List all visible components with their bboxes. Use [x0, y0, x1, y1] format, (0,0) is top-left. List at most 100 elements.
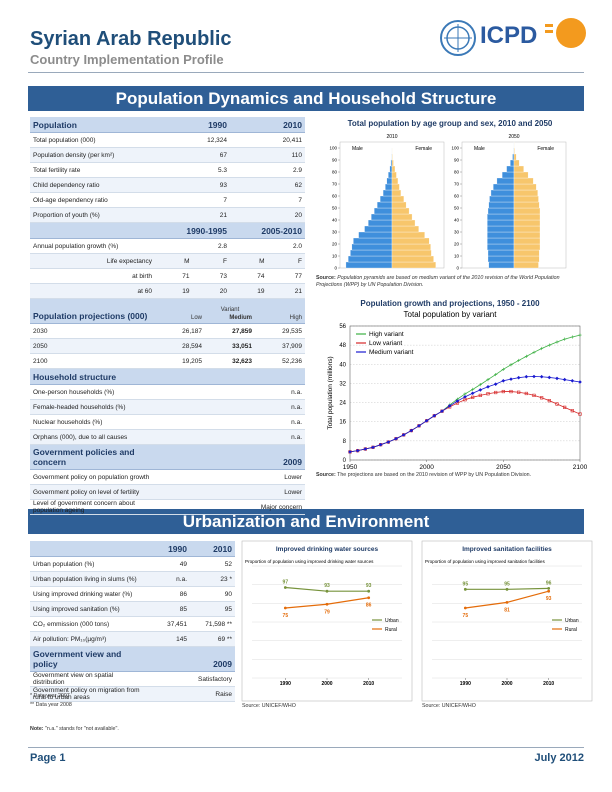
x-tick-label: 2010	[363, 681, 374, 687]
pyramid-bar	[391, 177, 399, 185]
chart-source: Source: UNICEF/WHO	[422, 703, 476, 709]
pyramid-bar	[391, 261, 436, 269]
cell: 20	[294, 211, 302, 219]
point-marker	[547, 587, 551, 590]
table-block: Population projections (000) Variant Low Me…	[30, 299, 305, 369]
pyramid-bar	[487, 207, 515, 215]
table-row: Old-age dependency ratio 7 7	[30, 193, 305, 208]
row-values: 85 95	[145, 604, 235, 615]
panel-label: 2010	[386, 134, 397, 140]
cell: 110	[291, 151, 302, 159]
cell: 145	[176, 635, 187, 643]
y-tick-label: 8	[343, 439, 347, 445]
point-marker	[524, 391, 528, 396]
y-tick-label: 70	[332, 182, 338, 187]
row-label: Level of government concern about popula…	[33, 500, 135, 514]
y-tick-label: 48	[339, 343, 346, 349]
pyramid-bar	[513, 171, 529, 179]
table-block: Government view and policy 2009 Government…	[30, 647, 235, 702]
y-tick-label: 24	[339, 401, 346, 407]
y-tick-label: 80	[332, 170, 338, 175]
column-label: Low	[190, 315, 202, 321]
cell: 32,623	[232, 357, 252, 365]
table-row: Total fertility rate 5.3 2.9	[30, 163, 305, 178]
logo-equals	[545, 24, 553, 27]
cell: 27,859	[232, 327, 252, 335]
header-columns: 1990 2010	[155, 118, 305, 132]
row-label: Total fertility rate	[33, 166, 81, 174]
row-label: Air pollution: PM₁₀(µg/m³)	[33, 635, 107, 643]
plot-frame	[349, 325, 581, 461]
row-label: Female-headed households (%)	[33, 403, 126, 411]
column-label: 2010	[283, 120, 302, 130]
cell: 67	[219, 151, 227, 159]
pyramid-bar	[513, 147, 515, 155]
cell: 93	[219, 181, 227, 189]
chart-source: Source: UNICEF/WHO	[242, 703, 296, 709]
pyramid-bar	[391, 249, 432, 257]
legend-label: Rural	[385, 627, 397, 633]
x-tick-label: 1990	[280, 681, 291, 687]
cell: 90	[224, 590, 232, 598]
cell: 86	[179, 590, 187, 598]
table-row: One-person households (%) n.a.	[30, 385, 305, 400]
point-marker	[424, 418, 429, 423]
point-marker	[570, 378, 575, 383]
source-text: Population pyramids are based on medium …	[316, 275, 560, 288]
data-label: 86	[366, 603, 372, 609]
pyramid-bar	[388, 171, 393, 179]
x-tick-label: 2100	[573, 464, 588, 471]
table-row: 2100 19,205 32,623 52,236	[30, 354, 305, 369]
cell: 5.3	[217, 166, 227, 174]
point-marker	[539, 374, 544, 379]
header-label: Population projections (000)	[33, 311, 148, 321]
y-tick-label: 30	[454, 230, 460, 235]
point-marker	[455, 399, 460, 403]
pyramid-bar	[513, 213, 541, 221]
point-marker	[463, 392, 467, 396]
pyramid-bar	[487, 249, 515, 257]
cell: 74	[257, 272, 265, 280]
cell: 21	[294, 287, 302, 295]
section-banner: Urbanization and Environment	[28, 509, 584, 534]
cell: 37,451	[167, 620, 187, 628]
legend-label: High variant	[369, 331, 404, 338]
y-tick-label: 20	[454, 242, 460, 247]
pyramid-bar	[391, 231, 425, 239]
point-marker	[478, 383, 482, 387]
pyramid-bar	[353, 237, 393, 245]
cell: Major concern	[260, 503, 302, 511]
header-label: Government policies and concern	[33, 447, 135, 467]
point-marker	[447, 404, 452, 408]
cell: 19	[257, 287, 265, 295]
point-marker	[524, 354, 528, 358]
cell: M	[184, 257, 190, 265]
urban-table: 1990 2010 Urban population (%) 49 52 Urban po…	[30, 541, 235, 702]
point-marker	[367, 596, 371, 600]
point-marker	[493, 382, 498, 386]
point-marker	[478, 393, 482, 397]
row-label: Urban population (%)	[33, 560, 95, 568]
point-marker	[540, 346, 544, 351]
pyramid-bar	[512, 153, 515, 161]
pyramid-bar	[345, 261, 393, 269]
column-label: 1990-1995	[186, 226, 227, 236]
pyramid-bar	[488, 201, 515, 209]
point-marker	[378, 442, 383, 447]
table-row: Level of government concern about popula…	[30, 500, 305, 515]
y-tick-label: 30	[332, 230, 338, 235]
data-label: 79	[324, 609, 330, 615]
table-row: Proportion of youth (%) 21 20	[30, 208, 305, 223]
y-tick-label: 0	[334, 266, 337, 271]
pyramid-bar	[391, 153, 393, 161]
pyramid-bar	[391, 159, 394, 167]
pyramid-bar	[389, 165, 393, 173]
header-values: 1990-1995 2005-2010	[155, 224, 305, 238]
data-label: 95	[463, 581, 469, 587]
cell: 2.0	[292, 242, 302, 250]
cell: F	[223, 257, 227, 265]
row-label: at 60	[137, 287, 152, 295]
pyramid-bar	[513, 225, 541, 233]
pyramid-bar	[391, 225, 419, 233]
